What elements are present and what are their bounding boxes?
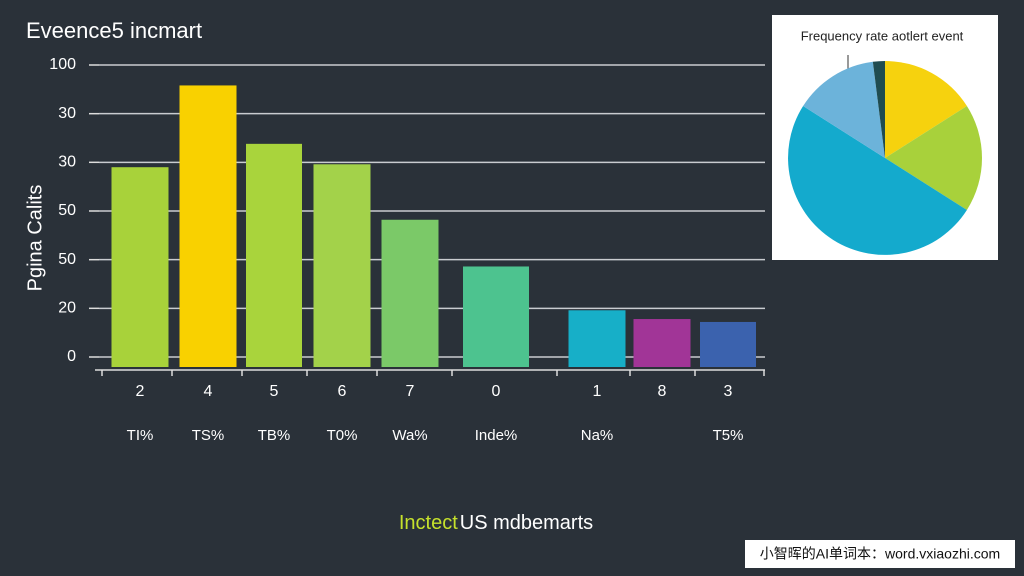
x-tick-label: 4 <box>204 383 213 400</box>
bar <box>313 164 371 367</box>
x-sublabel: T5% <box>713 427 744 444</box>
y-tick-label: 100 <box>49 56 76 73</box>
pie-title: Frequency rate aotlert event <box>801 28 964 43</box>
pie-slice <box>872 61 885 158</box>
x-sublabel: T0% <box>327 427 358 444</box>
x-tick-label: 0 <box>492 383 501 400</box>
bar <box>246 143 302 367</box>
y-tick-label: 30 <box>58 105 76 122</box>
bar <box>463 266 529 367</box>
pie-slice <box>803 61 885 158</box>
chart-title: Eveence5 incmart <box>26 18 202 43</box>
bar <box>568 310 626 367</box>
pie-slice <box>885 106 982 210</box>
x-label-rest: US mdbemarts <box>460 512 593 534</box>
bar <box>179 85 237 367</box>
bar <box>381 219 439 367</box>
x-sublabel: TS% <box>192 427 225 444</box>
bar <box>700 321 756 367</box>
x-tick-label: 1 <box>593 383 602 400</box>
x-tick-label: 8 <box>658 383 667 400</box>
x-label-highlight: Inctect <box>399 512 458 534</box>
y-tick-label: 0 <box>67 348 76 365</box>
x-sublabel: Inde% <box>475 427 518 444</box>
x-sublabel: Na% <box>581 427 614 444</box>
y-tick-label: 50 <box>58 251 76 268</box>
x-sublabel: Wa% <box>392 427 427 444</box>
y-tick-label: 50 <box>58 202 76 219</box>
watermark: 小智晖的AI单词本：word.vxiaozhi.com <box>760 546 1000 562</box>
x-tick-label: 6 <box>338 383 347 400</box>
bar <box>633 319 691 367</box>
watermark-box <box>745 540 1015 568</box>
x-sublabel: TI% <box>127 427 154 444</box>
y-axis-label: Pgina Calits <box>24 185 46 292</box>
x-tick-label: 5 <box>270 383 279 400</box>
pie-slice <box>885 61 967 158</box>
y-tick-label: 30 <box>58 154 76 171</box>
x-tick-label: 7 <box>406 383 415 400</box>
x-tick-label: 2 <box>136 383 145 400</box>
x-axis-label: Inctect US mdbemarts <box>399 512 593 534</box>
x-sublabel: TB% <box>258 427 291 444</box>
pie-slice <box>788 106 967 255</box>
x-tick-label: 3 <box>724 383 733 400</box>
y-tick-label: 20 <box>58 300 76 317</box>
bar <box>111 167 169 367</box>
